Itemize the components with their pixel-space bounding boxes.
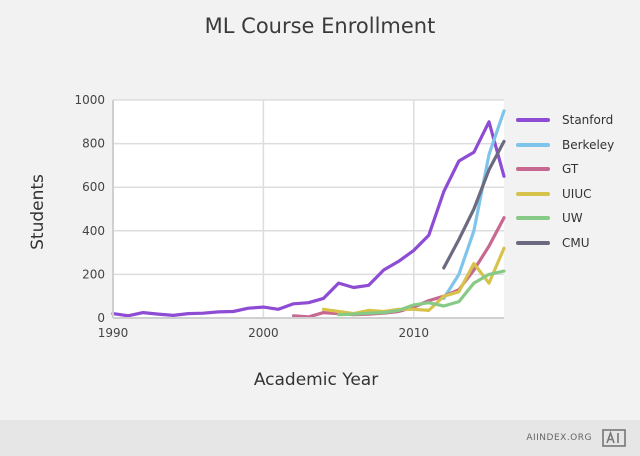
- series-line-stanford: [111, 120, 506, 318]
- footer-source-label: AIINDEX.ORG: [526, 433, 592, 443]
- legend-item-cmu: CMU: [516, 231, 614, 256]
- x-tick-label: 2010: [398, 326, 429, 340]
- legend-swatch: [516, 216, 550, 221]
- y-tick-label: 400: [82, 224, 105, 238]
- legend-item-berkeley: Berkeley: [516, 133, 614, 158]
- legend-item-uiuc: UIUC: [516, 182, 614, 207]
- legend-item-gt: GT: [516, 157, 614, 182]
- y-tick-label: 1000: [74, 93, 105, 107]
- x-axis-label: Academic Year: [253, 370, 379, 390]
- legend-item-uw: UW: [516, 206, 614, 231]
- series-layer: [111, 109, 506, 319]
- legend-swatch: [516, 118, 550, 123]
- legend-swatch: [516, 191, 550, 196]
- legend-swatch: [516, 240, 550, 245]
- legend-swatch: [516, 167, 550, 172]
- series-line-berkeley: [442, 109, 506, 300]
- legend-label: UIUC: [562, 186, 592, 201]
- chart-title: ML Course Enrollment: [204, 14, 436, 38]
- footer-bar: AIINDEX.ORG: [0, 420, 640, 456]
- legend-item-stanford: Stanford: [516, 108, 614, 133]
- y-tick-label: 0: [97, 311, 105, 325]
- legend-label: UW: [562, 211, 583, 226]
- x-tick-label: 1990: [98, 326, 129, 340]
- series-line-uw: [337, 269, 506, 317]
- y-tick-label: 600: [82, 180, 105, 194]
- y-tick-label: 800: [82, 137, 105, 151]
- legend-label: Stanford: [562, 113, 614, 128]
- x-tick-label: 2000: [248, 326, 279, 340]
- legend: Stanford Berkeley GT UIUC UW CMU: [516, 108, 614, 255]
- series-line-cmu: [442, 139, 506, 270]
- axes: [112, 100, 504, 319]
- ai-index-logo-icon: [602, 429, 626, 447]
- legend-label: Berkeley: [562, 137, 615, 152]
- grid-lines: [112, 99, 504, 318]
- legend-label: CMU: [562, 235, 590, 250]
- legend-swatch: [516, 142, 550, 147]
- line-chart: 0 200 400 600 800 1000 1990 2000 2010: [74, 93, 506, 340]
- y-tick-label: 200: [82, 267, 105, 281]
- tick-labels: 0 200 400 600 800 1000 1990 2000 2010: [74, 93, 429, 340]
- legend-label: GT: [562, 162, 579, 177]
- plot-area: [113, 100, 504, 318]
